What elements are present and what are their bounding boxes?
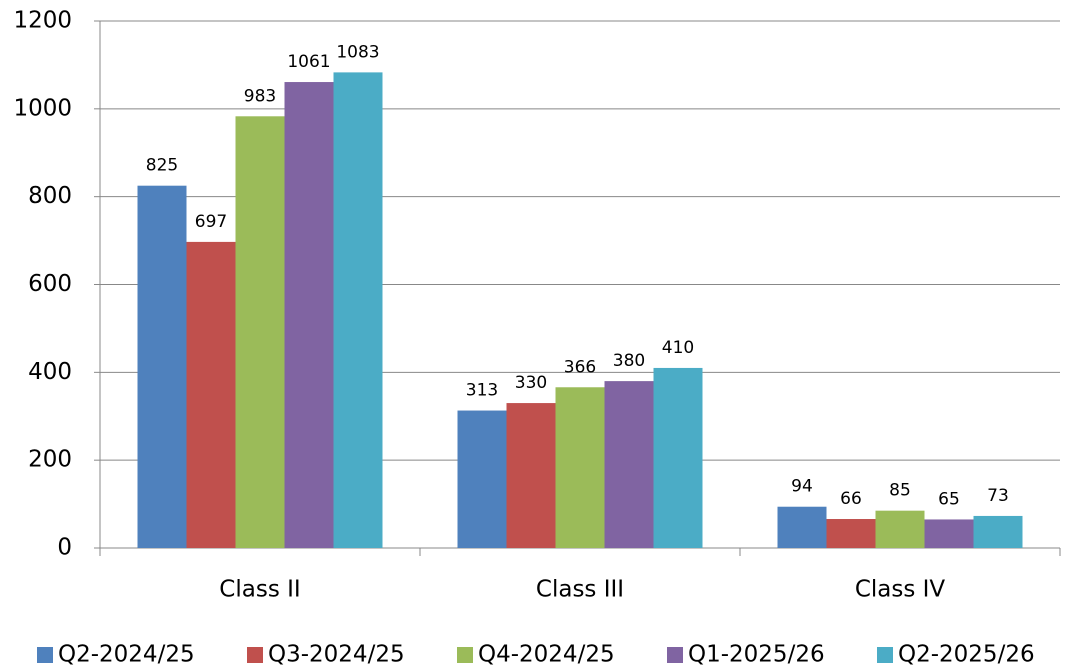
- bar: [604, 381, 654, 548]
- y-tick-label: 400: [28, 359, 72, 385]
- legend-swatch: [457, 647, 473, 663]
- value-label: 1083: [336, 42, 379, 62]
- y-tick-label: 200: [28, 447, 72, 473]
- value-label: 330: [515, 373, 547, 393]
- bar: [186, 241, 236, 549]
- legend-label: Q2-2025/26: [898, 642, 1035, 668]
- y-tick-label: 1200: [13, 8, 72, 34]
- x-tick-label: Class II: [219, 577, 300, 603]
- y-tick-label: 0: [57, 535, 72, 561]
- x-tick-label: Class III: [536, 577, 624, 603]
- legend-label: Q2-2024/25: [58, 642, 195, 668]
- value-label: 65: [938, 489, 960, 509]
- bar: [555, 387, 605, 548]
- value-label: 380: [613, 351, 645, 371]
- bar: [333, 72, 383, 548]
- bar: [235, 116, 285, 548]
- value-label: 94: [791, 477, 813, 497]
- legend-label: Q3-2024/25: [268, 642, 405, 668]
- bar: [506, 403, 556, 548]
- bar: [284, 82, 334, 549]
- legend-swatch: [37, 647, 53, 663]
- value-label: 825: [146, 156, 178, 176]
- bar: [777, 506, 827, 548]
- bar: [924, 519, 974, 548]
- value-label: 410: [662, 338, 694, 358]
- bar: [875, 510, 925, 548]
- x-tick-label: Class IV: [855, 577, 946, 603]
- value-label: 73: [987, 486, 1009, 506]
- bar: [457, 410, 507, 548]
- value-label: 1061: [287, 52, 330, 72]
- value-label: 66: [840, 489, 862, 509]
- y-tick-label: 600: [28, 271, 72, 297]
- legend-swatch: [877, 647, 893, 663]
- legend-swatch: [667, 647, 683, 663]
- y-tick-label: 800: [28, 183, 72, 209]
- legend-label: Q4-2024/25: [478, 642, 615, 668]
- y-tick-label: 1000: [13, 95, 72, 121]
- bar: [653, 367, 703, 548]
- value-label: 85: [889, 481, 911, 501]
- value-label: 366: [564, 357, 596, 377]
- value-label: 983: [244, 86, 276, 106]
- bar: [973, 515, 1023, 548]
- legend-swatch: [247, 647, 263, 663]
- legend-label: Q1-2025/26: [688, 642, 825, 668]
- bar: [137, 185, 187, 548]
- value-label: 697: [195, 212, 227, 232]
- value-label: 313: [466, 381, 498, 401]
- bar: [826, 519, 876, 548]
